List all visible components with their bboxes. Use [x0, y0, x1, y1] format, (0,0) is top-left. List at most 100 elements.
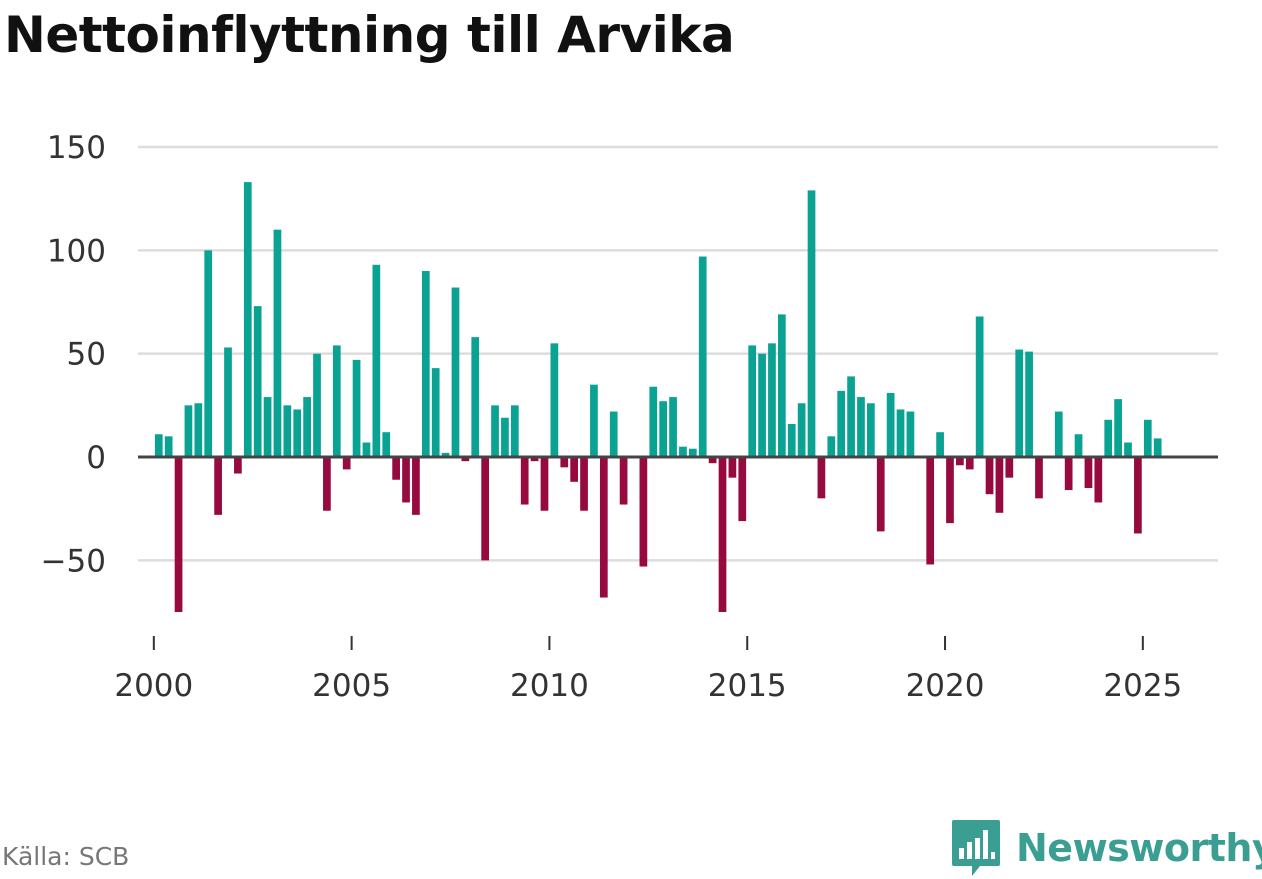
bar [243, 182, 252, 457]
bar [1114, 399, 1122, 457]
bar [718, 457, 727, 612]
bar [649, 386, 658, 457]
bar [560, 457, 569, 468]
bar [1074, 434, 1083, 457]
bar [857, 397, 865, 457]
bar [817, 457, 826, 499]
bar [1054, 411, 1063, 457]
bar [154, 434, 163, 457]
bar [402, 457, 410, 503]
bar [906, 411, 915, 457]
bar [342, 457, 351, 470]
bar [194, 403, 203, 457]
bar [728, 457, 737, 478]
bar [580, 457, 588, 511]
bar [797, 403, 806, 457]
y-tick-label: 100 [47, 233, 106, 269]
bar [204, 250, 213, 457]
bar [768, 343, 776, 457]
bar [698, 256, 707, 457]
bar [599, 457, 608, 598]
bar [1094, 457, 1103, 503]
bar [313, 353, 321, 457]
x-tick-label: 2010 [510, 668, 589, 704]
bar [253, 306, 262, 457]
bar [837, 390, 846, 457]
bar [1134, 457, 1142, 534]
bar [669, 397, 677, 457]
bar [540, 457, 549, 511]
bar [1035, 457, 1043, 499]
y-tick-label: −50 [41, 543, 106, 579]
bar [965, 457, 974, 470]
bar [827, 436, 836, 457]
bar [896, 409, 905, 457]
bar [510, 405, 519, 457]
bar [1124, 442, 1132, 457]
bar [372, 264, 381, 457]
bar [174, 457, 183, 612]
bar [1153, 438, 1162, 457]
x-tick-label: 2015 [708, 668, 787, 704]
bar [847, 376, 855, 457]
bar [688, 448, 697, 457]
bar [738, 457, 747, 522]
bar [491, 405, 499, 457]
bar [956, 457, 964, 466]
newsworthy-logo[interactable]: Newsworthy [950, 818, 1262, 878]
bar [323, 457, 331, 511]
bar [570, 457, 579, 482]
y-tick-label: 50 [67, 337, 106, 373]
bar [639, 457, 648, 567]
bar [234, 457, 242, 474]
bar [362, 442, 371, 457]
y-axis: 150 100 50 0 −50 [41, 130, 106, 579]
bar [214, 457, 222, 515]
bar [1025, 351, 1033, 457]
bar [995, 457, 1004, 513]
bar [985, 457, 994, 495]
bar [659, 401, 668, 457]
bar [1084, 457, 1093, 488]
bar-chart-logo-icon [952, 820, 1000, 876]
bar [224, 347, 232, 457]
bar [471, 337, 480, 457]
bar [946, 457, 954, 524]
bar [787, 423, 796, 457]
bar [332, 345, 341, 457]
bar [758, 353, 766, 457]
x-tick-label: 2025 [1103, 668, 1182, 704]
bar [382, 432, 391, 457]
bar [1015, 349, 1024, 457]
bar [461, 457, 470, 462]
bar [1143, 419, 1152, 457]
bar [1104, 419, 1113, 457]
bar [184, 405, 193, 457]
bar [520, 457, 529, 505]
bar [263, 397, 272, 457]
bar [936, 432, 944, 457]
y-tick-label: 0 [86, 440, 106, 476]
x-tick-label: 2005 [312, 668, 391, 704]
bar [421, 271, 430, 457]
logo-text: Newsworthy [1016, 826, 1262, 870]
bar [273, 229, 282, 457]
bar [886, 392, 895, 457]
bar [283, 405, 292, 457]
grid-lines [138, 145, 1218, 562]
bars [154, 182, 1162, 612]
bar [293, 409, 302, 457]
bar [501, 417, 509, 457]
bar [550, 343, 559, 457]
bar [530, 457, 539, 462]
bar [1064, 457, 1073, 491]
bar-chart: 150 100 50 0 −50 2000 2005 2010 2015 2020 2025 [41, 130, 1218, 704]
bar [590, 384, 598, 457]
x-axis: 2000 2005 2010 2015 2020 2025 [114, 636, 1182, 704]
bar [431, 368, 440, 457]
bar [164, 436, 173, 457]
bar [441, 452, 450, 457]
x-tick-label: 2020 [906, 668, 985, 704]
bar [807, 190, 816, 457]
bar [975, 316, 984, 457]
